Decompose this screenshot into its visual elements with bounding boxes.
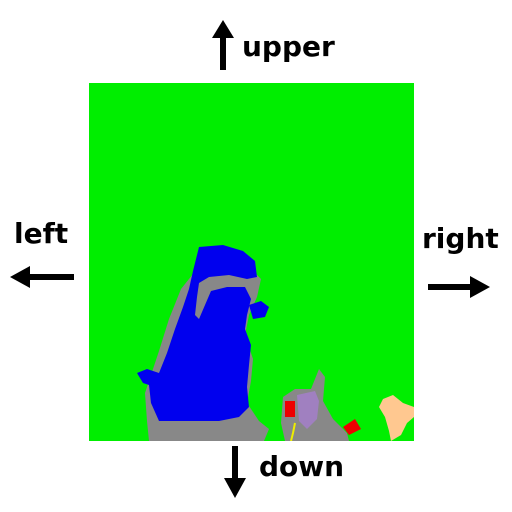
building xyxy=(297,391,319,429)
building xyxy=(343,419,361,435)
direction-label-up: upper xyxy=(242,30,335,63)
arrow-left-icon xyxy=(10,266,74,288)
arrow-down-icon xyxy=(224,446,246,498)
direction-label-right: right xyxy=(422,222,499,255)
arrow-right-icon xyxy=(428,276,490,298)
sand-area xyxy=(379,395,414,441)
water-body xyxy=(137,245,257,421)
path-line xyxy=(290,422,296,441)
map-tile xyxy=(89,83,414,441)
direction-label-down: down xyxy=(259,450,345,483)
direction-label-left: left xyxy=(14,217,69,250)
building xyxy=(285,401,295,417)
water-body xyxy=(249,301,269,319)
arrow-up-icon xyxy=(212,20,234,70)
